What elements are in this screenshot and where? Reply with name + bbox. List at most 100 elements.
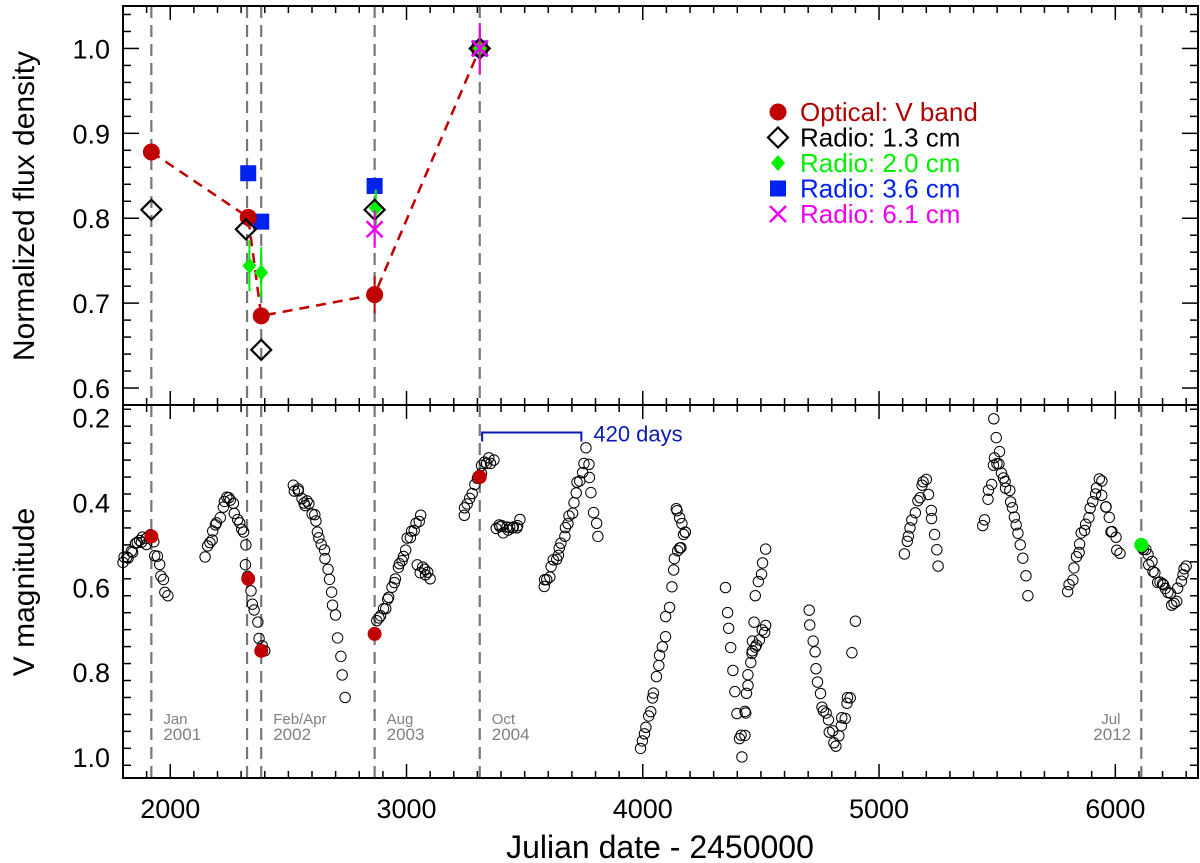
- lightcurve-point: [931, 544, 943, 556]
- top-y-axis-label: Normalized flux density: [8, 51, 41, 361]
- lightcurve-point: [932, 560, 944, 572]
- lightcurve-point: [159, 586, 171, 598]
- lightcurve-point: [902, 530, 915, 542]
- lightcurve-point: [675, 541, 687, 554]
- legend-marker: [769, 205, 787, 223]
- lightcurve-point: [1061, 585, 1074, 598]
- lightcurve-point: [839, 712, 851, 725]
- lightcurve-point: [319, 552, 331, 565]
- lightcurve-point: [807, 635, 819, 647]
- lightcurve-point: [901, 535, 913, 548]
- lightcurve-point: [640, 721, 652, 734]
- lightcurve-point: [303, 497, 315, 510]
- lightcurve-point: [590, 517, 603, 530]
- lightcurve-point: [990, 431, 1002, 444]
- lightcurve-point: [240, 539, 252, 551]
- lightcurve-point: [311, 526, 324, 538]
- lightcurve-point: [329, 609, 342, 621]
- lightcurve-point: [566, 507, 579, 519]
- lightcurve-point: [830, 740, 842, 752]
- lightcurve-point: [404, 531, 417, 544]
- legend-marker: [771, 155, 785, 171]
- lightcurve-point: [1093, 473, 1106, 485]
- lightcurve-point: [585, 486, 597, 499]
- lightcurve-point: [1010, 519, 1022, 531]
- lightcurve-point: [1067, 574, 1079, 586]
- optical-epoch-point: [472, 470, 487, 485]
- lightcurve-point: [904, 522, 916, 534]
- data-point: [253, 213, 270, 230]
- lightcurve-point: [993, 445, 1006, 458]
- lightcurve-point: [151, 550, 164, 562]
- y-tick-label: 0.4: [72, 488, 110, 518]
- lightcurve-point: [731, 707, 743, 720]
- lightcurve-point: [381, 593, 394, 605]
- lightcurve-point: [570, 487, 582, 499]
- lightcurve-point: [1168, 597, 1180, 610]
- lightcurve-point: [458, 509, 471, 522]
- lightcurve-point: [749, 590, 761, 602]
- data-point: [139, 198, 163, 222]
- lightcurve-point: [756, 557, 769, 569]
- lightcurve-point: [418, 563, 431, 576]
- epoch-label-top: Feb/Apr: [273, 711, 326, 728]
- lightcurve-point: [722, 622, 735, 634]
- lightcurve-point: [206, 534, 218, 546]
- lightcurve-point: [325, 586, 338, 598]
- lightcurve-point: [553, 542, 565, 554]
- lightcurve-point: [118, 551, 130, 563]
- lightcurve-point: [466, 487, 478, 500]
- lightcurve-point: [315, 538, 327, 551]
- lightcurve-point: [752, 575, 765, 588]
- lightcurve-point: [677, 528, 690, 541]
- lightcurve-point: [914, 491, 926, 504]
- lightcurve-point: [736, 751, 748, 763]
- lightcurve-point: [373, 612, 385, 624]
- lightcurve-point: [928, 528, 941, 541]
- y-tick-label: 0.8: [72, 658, 110, 688]
- lightcurve-point: [679, 526, 692, 538]
- epoch-label-top: Oct: [492, 711, 516, 728]
- lightcurve-point: [458, 502, 471, 514]
- lightcurve-point: [237, 526, 250, 538]
- lightcurve-point: [742, 669, 754, 681]
- lightcurve-point: [978, 514, 991, 526]
- lightcurve-point: [925, 504, 938, 517]
- y-tick-label: 0.2: [72, 404, 110, 434]
- lightcurve-point: [245, 585, 257, 597]
- lightcurve-point: [318, 544, 331, 556]
- lightcurve-point: [1083, 511, 1095, 524]
- lightcurve-point: [898, 548, 911, 560]
- lightcurve-point: [248, 604, 260, 616]
- legend-label: Radio: 3.6 cm: [800, 174, 960, 204]
- data-point: [365, 220, 384, 239]
- lightcurve-point: [301, 495, 313, 507]
- lightcurve-point: [756, 624, 768, 636]
- lightcurve-point: [538, 580, 550, 593]
- lightcurve-point: [811, 676, 824, 688]
- lightcurve-point: [583, 471, 596, 484]
- lightcurve-point: [393, 558, 406, 570]
- lightcurve-point: [1096, 475, 1108, 487]
- lightcurve-point: [1103, 511, 1115, 524]
- lightcurve-point: [397, 550, 410, 563]
- lightcurve-point: [414, 509, 427, 521]
- data-point: [470, 39, 489, 58]
- lightcurve-point: [746, 645, 759, 657]
- lightcurve-point: [313, 532, 325, 544]
- lightcurve-point: [578, 457, 590, 470]
- epoch-label-bottom: 2002: [273, 725, 311, 744]
- lightcurve-point: [239, 559, 252, 571]
- lightcurve-point: [552, 549, 565, 561]
- y-tick-label: 0.6: [72, 573, 110, 603]
- lightcurve-point: [814, 687, 827, 700]
- lightcurve-point: [653, 649, 666, 662]
- bottom-panel-frame: [122, 404, 1199, 779]
- lightcurve-point: [1096, 489, 1108, 501]
- lightcurve-point: [1114, 547, 1126, 560]
- lightcurve-point: [224, 494, 237, 506]
- lightcurve-point: [253, 632, 265, 645]
- lightcurve-point: [759, 543, 772, 555]
- y-tick-label: 0.8: [72, 204, 110, 234]
- lightcurve-point: [155, 570, 167, 582]
